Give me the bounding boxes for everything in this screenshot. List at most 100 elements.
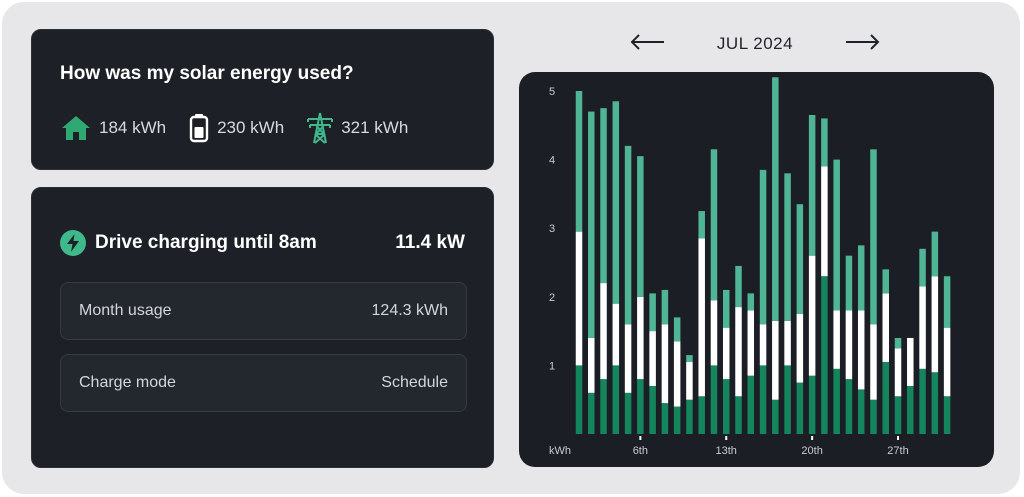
bar-segment-day-26-white[interactable]	[882, 293, 890, 362]
bar-segment-day-2-light_green[interactable]	[588, 111, 595, 338]
bar-segment-day-11-dark_green[interactable]	[698, 396, 705, 434]
bar-segment-day-16-dark_green[interactable]	[759, 365, 767, 434]
bar-segment-day-23-light_green[interactable]	[845, 255, 853, 311]
bar-segment-day-22-dark_green[interactable]	[833, 368, 840, 434]
bar-segment-day-5-light_green[interactable]	[624, 145, 632, 325]
bar-segment-day-8-light_green[interactable]	[661, 289, 669, 325]
bar-segment-day-7-light_green[interactable]	[649, 293, 656, 332]
bar-segment-day-8-white[interactable]	[661, 324, 669, 404]
bar-segment-day-30-white[interactable]	[931, 276, 939, 373]
bar-segment-day-20-dark_green[interactable]	[808, 375, 816, 434]
bar-segment-day-17-white[interactable]	[772, 320, 779, 400]
bar-segment-day-24-white[interactable]	[857, 310, 865, 390]
bar-segment-day-21-white[interactable]	[821, 166, 828, 277]
bar-segment-day-10-light_green[interactable]	[686, 355, 693, 362]
bar-segment-day-9-white[interactable]	[673, 341, 681, 407]
bar-segment-day-28-white[interactable]	[907, 337, 914, 386]
bar-segment-day-15-dark_green[interactable]	[747, 375, 755, 434]
bar-segment-day-19-light_green[interactable]	[796, 204, 804, 314]
bar-segment-day-12-dark_green[interactable]	[710, 365, 718, 434]
bar-segment-day-2-dark_green[interactable]	[588, 392, 595, 434]
bar-segment-day-22-white[interactable]	[833, 310, 840, 369]
bar-segment-day-7-white[interactable]	[649, 331, 656, 386]
bar-segment-day-9-light_green[interactable]	[673, 317, 681, 342]
bar-segment-day-19-dark_green[interactable]	[796, 382, 804, 434]
bar-segment-day-16-white[interactable]	[759, 324, 767, 366]
bar-segment-day-31-light_green[interactable]	[943, 276, 951, 328]
arrow-left-icon[interactable]	[630, 33, 666, 55]
bar-segment-day-16-light_green[interactable]	[759, 169, 767, 325]
bar-segment-day-15-light_green[interactable]	[747, 293, 755, 311]
month-navigation: JUL 2024	[630, 31, 880, 57]
bar-segment-day-15-white[interactable]	[747, 310, 755, 376]
bar-segment-day-24-light_green[interactable]	[857, 245, 865, 311]
bar-segment-day-12-white[interactable]	[710, 300, 718, 366]
bar-segment-day-30-light_green[interactable]	[931, 231, 939, 277]
bar-segment-day-1-dark_green[interactable]	[575, 365, 583, 434]
bar-segment-day-18-white[interactable]	[784, 320, 791, 366]
arrow-right-icon[interactable]	[844, 33, 880, 55]
bar-segment-day-31-white[interactable]	[943, 327, 951, 397]
bar-segment-day-2-white[interactable]	[588, 337, 595, 393]
bar-segment-day-23-white[interactable]	[845, 310, 853, 380]
bar-segment-day-20-light_green[interactable]	[808, 115, 816, 256]
bar-segment-day-3-white[interactable]	[600, 283, 607, 380]
bar-segment-day-19-white[interactable]	[796, 313, 804, 383]
stat-home: 184 kWh	[60, 114, 166, 142]
bar-segment-day-13-white[interactable]	[722, 327, 730, 380]
bar-segment-day-14-light_green[interactable]	[735, 265, 742, 308]
bar-segment-day-14-dark_green[interactable]	[735, 396, 742, 434]
bar-segment-day-4-light_green[interactable]	[612, 101, 620, 304]
bar-segment-day-3-light_green[interactable]	[600, 108, 607, 284]
bar-segment-day-26-light_green[interactable]	[882, 269, 890, 294]
bar-segment-day-1-white[interactable]	[575, 231, 583, 366]
bar-segment-day-4-white[interactable]	[612, 303, 620, 366]
bar-segment-day-25-white[interactable]	[870, 324, 877, 400]
month-usage-row[interactable]: Month usage 124.3 kWh	[60, 282, 467, 340]
bar-segment-day-7-dark_green[interactable]	[649, 385, 656, 434]
bar-segment-day-14-white[interactable]	[735, 307, 742, 397]
bar-segment-day-3-dark_green[interactable]	[600, 379, 607, 434]
bar-segment-day-11-light_green[interactable]	[698, 211, 705, 239]
bar-segment-day-9-dark_green[interactable]	[673, 406, 681, 434]
bar-segment-day-25-light_green[interactable]	[870, 149, 877, 325]
bar-segment-day-5-dark_green[interactable]	[624, 392, 632, 434]
lightning-bolt-icon	[60, 230, 86, 256]
bar-segment-day-13-light_green[interactable]	[722, 289, 730, 328]
bar-segment-day-6-white[interactable]	[637, 296, 644, 380]
bar-segment-day-10-white[interactable]	[686, 361, 693, 400]
bar-segment-day-29-white[interactable]	[919, 286, 926, 369]
bar-segment-day-6-light_green[interactable]	[637, 156, 644, 297]
bar-segment-day-5-white[interactable]	[624, 324, 632, 393]
bar-segment-day-26-dark_green[interactable]	[882, 361, 890, 434]
bar-segment-day-21-light_green[interactable]	[821, 118, 828, 167]
bar-segment-day-11-white[interactable]	[698, 238, 705, 397]
bar-segment-day-31-dark_green[interactable]	[943, 396, 951, 434]
bar-segment-day-21-dark_green[interactable]	[821, 276, 828, 434]
bar-segment-day-8-dark_green[interactable]	[661, 403, 669, 434]
bar-segment-day-27-white[interactable]	[894, 348, 902, 397]
bar-segment-day-28-dark_green[interactable]	[907, 385, 914, 434]
bar-segment-day-22-light_green[interactable]	[833, 159, 840, 311]
bar-segment-day-10-dark_green[interactable]	[686, 399, 693, 434]
bar-segment-day-17-dark_green[interactable]	[772, 399, 779, 434]
bar-segment-day-18-dark_green[interactable]	[784, 365, 791, 434]
bar-segment-day-6-dark_green[interactable]	[637, 379, 644, 434]
bar-segment-day-1-light_green[interactable]	[575, 91, 583, 232]
bar-segment-day-27-dark_green[interactable]	[894, 396, 902, 434]
bar-segment-day-12-light_green[interactable]	[710, 149, 718, 301]
charge-mode-row[interactable]: Charge mode Schedule	[60, 354, 467, 412]
bar-segment-day-30-dark_green[interactable]	[931, 372, 939, 434]
bar-segment-day-13-dark_green[interactable]	[722, 379, 730, 434]
bar-segment-day-27-light_green[interactable]	[894, 337, 902, 349]
bar-segment-day-29-dark_green[interactable]	[919, 368, 926, 434]
bar-segment-day-29-light_green[interactable]	[919, 248, 926, 287]
bar-segment-day-24-dark_green[interactable]	[857, 389, 865, 434]
month-usage-label: Month usage	[79, 302, 172, 319]
bar-segment-day-4-dark_green[interactable]	[612, 365, 620, 434]
bar-segment-day-17-light_green[interactable]	[772, 77, 779, 321]
bar-segment-day-23-dark_green[interactable]	[845, 379, 853, 434]
bar-segment-day-18-light_green[interactable]	[784, 173, 791, 321]
bar-segment-day-25-dark_green[interactable]	[870, 399, 877, 434]
bar-segment-day-20-white[interactable]	[808, 255, 816, 376]
